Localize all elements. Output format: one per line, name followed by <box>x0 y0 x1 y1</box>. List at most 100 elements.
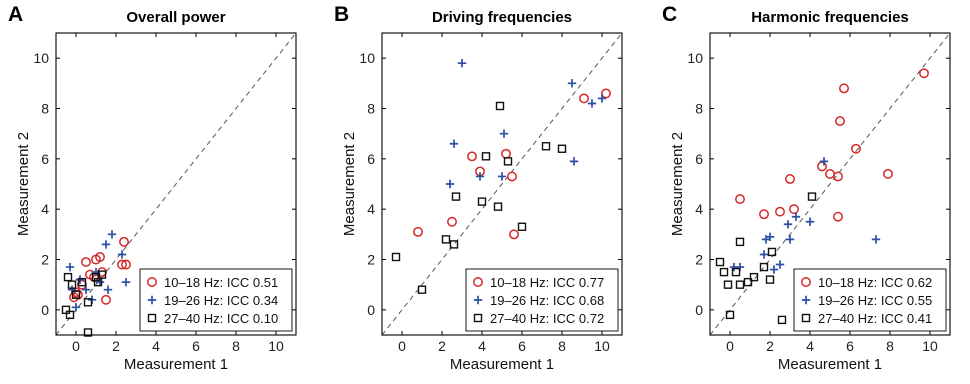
data-point <box>81 285 91 294</box>
legend-box <box>793 268 947 332</box>
legend-marker <box>147 313 157 323</box>
data-point <box>759 262 769 272</box>
x-tick-label: 0 <box>72 338 80 354</box>
data-point <box>719 267 729 277</box>
x-tick-label: 2 <box>766 338 774 354</box>
data-point <box>103 285 113 294</box>
data-point <box>449 139 459 148</box>
x-tick-label: 8 <box>558 338 566 354</box>
data-point <box>833 171 843 182</box>
data-point <box>481 152 491 161</box>
data-point <box>507 171 517 182</box>
data-point <box>919 68 929 79</box>
x-tick-label: 6 <box>518 338 526 354</box>
data-point <box>775 206 785 217</box>
data-point <box>121 259 131 270</box>
data-point <box>509 229 519 240</box>
data-point <box>851 143 861 154</box>
data-point <box>791 212 801 221</box>
data-point <box>569 157 579 166</box>
x-tick-label: 4 <box>478 338 486 354</box>
data-point <box>587 99 597 108</box>
data-point <box>805 217 815 226</box>
data-point <box>735 237 745 247</box>
y-axis-label: Measurement 2 <box>341 132 358 236</box>
data-point <box>735 194 745 205</box>
data-point <box>467 151 477 162</box>
plot-frame <box>55 32 297 336</box>
y-tick-label: 8 <box>367 101 375 117</box>
y-tick-label: 2 <box>367 252 375 268</box>
legend-label: 10–18 Hz: ICC 0.62 <box>818 275 932 290</box>
data-point <box>775 260 785 269</box>
data-point <box>119 236 129 247</box>
chart-title: Harmonic frequencies <box>751 9 909 26</box>
chart-panel-a: A Overall power 0 2 4 6 8 10 0 2 4 6 8 10 Measurement … <box>8 3 297 373</box>
panel-letter: B <box>334 3 349 26</box>
data-point <box>765 275 775 284</box>
legend-label: 19–26 Hz: ICC 0.55 <box>818 293 932 308</box>
x-tick-label: 2 <box>112 338 120 354</box>
data-point <box>75 275 85 284</box>
data-point <box>447 216 457 227</box>
data-point <box>477 197 487 206</box>
identity-line <box>709 32 951 336</box>
data-point <box>71 303 81 312</box>
x-tick-label: 10 <box>594 338 610 354</box>
data-point <box>413 226 423 237</box>
plot-frame <box>381 32 623 336</box>
data-point <box>81 257 91 267</box>
x-tick-label: 4 <box>152 338 160 354</box>
data-point <box>715 257 725 267</box>
legend: 10–18 Hz: ICC 0.51 19–26 Hz: ICC 0.34 27–4… <box>139 268 293 332</box>
data-point <box>819 157 829 166</box>
panel-letter: A <box>8 3 23 26</box>
data-point <box>65 262 75 272</box>
data-point <box>769 265 779 274</box>
data-point <box>579 93 589 104</box>
legend-label: 19–26 Hz: ICC 0.68 <box>490 293 604 308</box>
data-point <box>835 116 845 127</box>
legend-marker <box>801 295 811 305</box>
data-point <box>567 79 577 88</box>
chart-panel-b: B Driving frequencies 0 2 4 6 8 10 0 2 4 6 8 10 Measur… <box>334 3 623 373</box>
data-point <box>117 259 127 270</box>
data-point <box>871 235 881 244</box>
series-3 <box>391 101 567 294</box>
x-tick-label: 6 <box>192 338 200 354</box>
data-point <box>883 168 893 179</box>
y-tick-label: 8 <box>695 101 703 117</box>
series-3 <box>61 270 107 337</box>
data-point <box>121 277 131 287</box>
y-axis-label: Measurement 2 <box>669 132 686 236</box>
data-point <box>765 232 775 242</box>
legend-marker <box>801 277 811 287</box>
x-tick-label: 10 <box>922 338 938 354</box>
chart-title: Overall power <box>126 9 225 26</box>
legend-label: 19–26 Hz: ICC 0.34 <box>164 293 278 308</box>
data-point <box>77 277 87 287</box>
y-tick-label: 10 <box>359 50 375 66</box>
data-point <box>783 220 793 229</box>
data-point <box>495 101 505 111</box>
x-tick-label: 8 <box>886 338 894 354</box>
y-tick-label: 6 <box>367 151 375 167</box>
x-axis-label: Measurement 1 <box>778 356 882 373</box>
data-point <box>67 280 77 289</box>
y-tick-label: 10 <box>33 50 49 66</box>
data-point <box>785 235 795 244</box>
y-tick-label: 4 <box>41 201 49 217</box>
data-point <box>69 292 79 303</box>
data-point <box>731 267 741 277</box>
legend-marker <box>473 313 483 323</box>
data-point <box>71 290 81 299</box>
y-tick-label: 2 <box>695 252 703 268</box>
data-point <box>807 192 817 201</box>
series-1 <box>735 68 929 222</box>
data-point <box>417 285 427 294</box>
series-3 <box>715 192 817 325</box>
data-point <box>759 209 769 220</box>
y-tick-label: 4 <box>367 201 375 217</box>
data-point <box>95 252 105 262</box>
